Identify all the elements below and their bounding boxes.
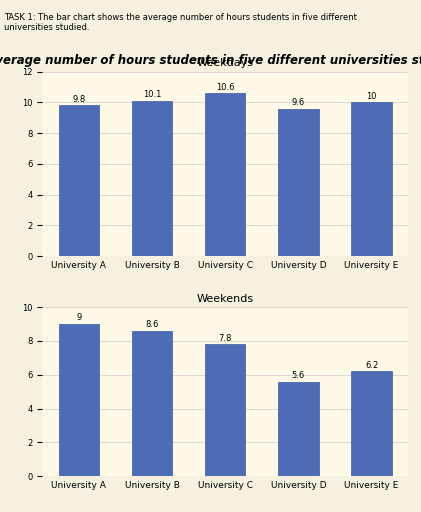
Bar (205, 345, 245, 476)
Bar (278, 109, 319, 256)
Text: 10.6: 10.6 (216, 82, 234, 92)
Bar (59, 105, 99, 256)
Bar (352, 102, 392, 256)
Text: 9.8: 9.8 (72, 95, 85, 104)
Title: Weekdays: Weekdays (197, 58, 254, 68)
Text: 5.6: 5.6 (292, 371, 305, 380)
Text: TASK 1: The bar chart shows the average number of hours students in five differe: TASK 1: The bar chart shows the average … (4, 13, 357, 32)
Text: The average number of hours students in five different universities studied: The average number of hours students in … (0, 54, 421, 67)
Text: 10: 10 (366, 92, 377, 101)
Bar (352, 371, 392, 476)
Text: 9: 9 (76, 313, 82, 323)
Bar (278, 381, 319, 476)
Text: 6.2: 6.2 (365, 361, 378, 370)
Bar (59, 324, 99, 476)
Bar (132, 331, 172, 476)
Bar (132, 101, 172, 256)
Text: 8.6: 8.6 (145, 320, 159, 329)
Text: 10.1: 10.1 (143, 90, 161, 99)
Bar (205, 93, 245, 256)
Title: Weekends: Weekends (197, 294, 254, 304)
Text: 9.6: 9.6 (292, 98, 305, 107)
Text: 7.8: 7.8 (218, 334, 232, 343)
